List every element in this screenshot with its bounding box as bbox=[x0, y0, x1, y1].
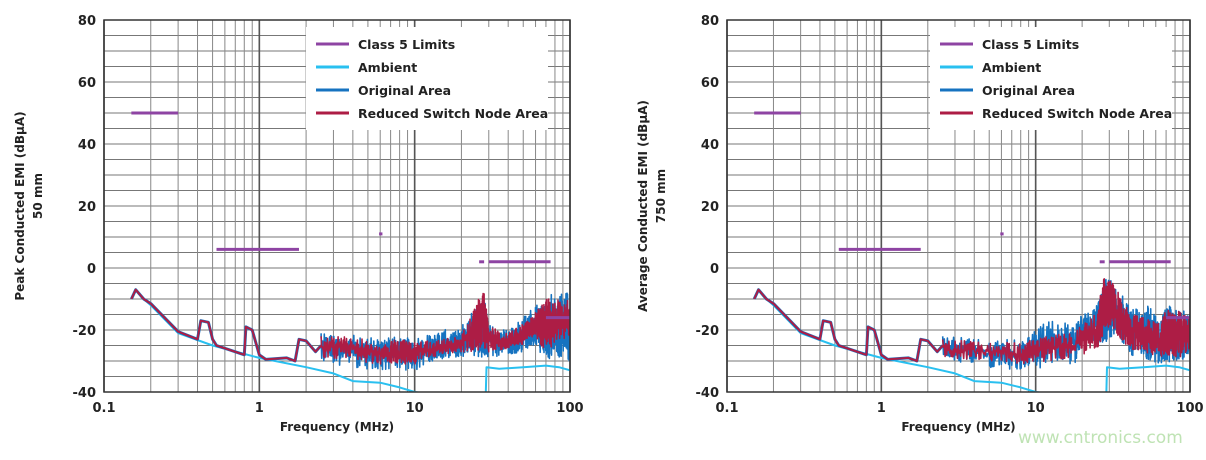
y-tick-label: -20 bbox=[73, 324, 97, 339]
plot-area bbox=[130, 111, 570, 392]
legend-label: Class 5 Limits bbox=[982, 37, 1079, 52]
y-axis-label: Peak Conducted EMI (dBµA) bbox=[13, 111, 27, 300]
y-tick-label: 60 bbox=[78, 76, 96, 91]
legend-label: Ambient bbox=[358, 60, 417, 75]
x-tick-label: 100 bbox=[1176, 401, 1203, 416]
y-axis-sublabel: 50 mm bbox=[31, 173, 45, 219]
y-tick-label: 20 bbox=[701, 200, 719, 215]
x-tick-label: 1 bbox=[255, 401, 264, 416]
y-tick-label: 40 bbox=[78, 138, 96, 153]
y-axis-label: Average Conducted EMI (dBµA) bbox=[636, 100, 650, 312]
y-tick-label: -40 bbox=[696, 386, 720, 401]
chart-1: 80 60 40 20 0 -20 -400.1 1 10 100 Frequency (MHz) P… bbox=[13, 14, 584, 434]
legend-label: Class 5 Limits bbox=[358, 37, 455, 52]
watermark: www.cntronics.com bbox=[1018, 428, 1183, 448]
x-tick-label: 0.1 bbox=[715, 401, 738, 416]
x-tick-label: 10 bbox=[1027, 401, 1045, 416]
x-tick-label: 10 bbox=[406, 401, 424, 416]
x-tick-label: 0.1 bbox=[92, 401, 115, 416]
x-tick-label: 1 bbox=[877, 401, 886, 416]
legend-label: Reduced Switch Node Area bbox=[358, 106, 548, 121]
y-tick-label: 0 bbox=[710, 262, 719, 277]
legend-label: Original Area bbox=[358, 83, 451, 98]
reduced-area-series-low bbox=[130, 288, 322, 362]
plot-area bbox=[752, 111, 1190, 392]
reduced-area-series bbox=[320, 292, 570, 365]
x-axis-label: Frequency (MHz) bbox=[901, 420, 1015, 434]
plot-frame bbox=[726, 19, 1191, 393]
legend-label: Reduced Switch Node Area bbox=[982, 106, 1172, 121]
y-axis-sublabel: 750 mm bbox=[654, 169, 668, 223]
chart-2: 80 60 40 20 0 -20 -400.1 1 10 100 Frequency (MHz) A… bbox=[636, 14, 1204, 434]
reduced-area-series-low bbox=[753, 288, 944, 362]
y-tick-label: 0 bbox=[87, 262, 96, 277]
plot-frame bbox=[103, 19, 571, 393]
x-axis-label: Frequency (MHz) bbox=[280, 420, 394, 434]
y-tick-label: 40 bbox=[701, 138, 719, 153]
legend-label: Ambient bbox=[982, 60, 1041, 75]
y-tick-label: -20 bbox=[696, 324, 720, 339]
reduced-area-series bbox=[941, 277, 1190, 365]
y-tick-label: 80 bbox=[78, 14, 96, 29]
x-tick-label: 100 bbox=[556, 401, 583, 416]
legend: Class 5 Limits Ambient Original Area Reduce… bbox=[306, 27, 548, 130]
legend-label: Original Area bbox=[982, 83, 1075, 98]
y-tick-label: -40 bbox=[73, 386, 97, 401]
original-area-series-low bbox=[752, 288, 944, 363]
y-tick-label: 20 bbox=[78, 200, 96, 215]
original-area-series-low bbox=[130, 288, 323, 363]
y-tick-label: 80 bbox=[701, 14, 719, 29]
legend: Class 5 Limits Ambient Original Area Reduce… bbox=[930, 27, 1172, 130]
y-tick-label: 60 bbox=[701, 76, 719, 91]
